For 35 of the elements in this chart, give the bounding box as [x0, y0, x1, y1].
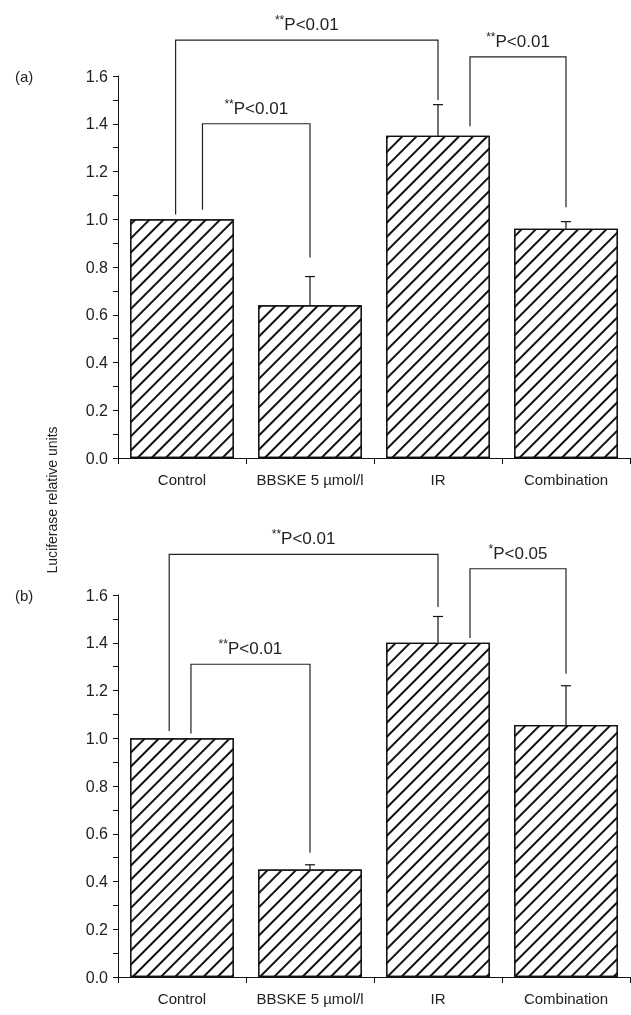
- annotation: $^{**}$P<0.01: [218, 636, 283, 660]
- text: $^{*}$P<0.05: [488, 541, 548, 564]
- y-tick-label: 0.8: [85, 777, 109, 795]
- y-tick-label: 1.2: [85, 163, 109, 180]
- x-tick-label: Combination: [523, 990, 609, 1007]
- y-tick-label: 1.4: [85, 115, 109, 133]
- x-tick-label: IR: [430, 471, 446, 488]
- text: $^{**}$P<0.01: [486, 29, 550, 52]
- y-tick-label: 1.0: [85, 210, 109, 228]
- x-tick-label: BBSKE 5 µmol/l: [256, 990, 364, 1007]
- x-tick-label: Control: [157, 990, 207, 1007]
- y-tick-label: 0.4: [85, 873, 109, 890]
- y-axis-title: Luciferase relative units: [44, 426, 60, 574]
- text: $^{**}$P<0.01: [271, 527, 336, 550]
- y-tick-label: 0.6: [85, 825, 109, 843]
- x-tick-label: IR: [430, 990, 446, 1007]
- x-tick-label: Combination: [523, 471, 609, 488]
- chart-title: (b): [15, 587, 34, 604]
- y-tick-label: 0.2: [85, 401, 109, 419]
- y-tick-label: 0.6: [85, 306, 109, 324]
- y-tick-label: 0.0: [85, 449, 109, 467]
- y-tick-label: 1.6: [85, 586, 109, 604]
- y-tick-label: 0.8: [85, 258, 109, 276]
- y-tick-label: 1.2: [85, 682, 109, 699]
- y-tick-label: 1.0: [85, 729, 109, 747]
- y-tick-label: 1.4: [85, 634, 109, 652]
- chart-title: (a): [15, 68, 34, 85]
- y-tick-label: 0.2: [85, 920, 109, 938]
- x-tick-label: BBSKE 5 µmol/l: [256, 471, 364, 488]
- y-tick-label: 1.6: [85, 67, 109, 85]
- y-tick-label: 0.0: [85, 968, 109, 986]
- y-tick-label: 0.4: [85, 354, 109, 371]
- x-tick-label: Control: [157, 471, 207, 488]
- text: $^{**}$P<0.01: [274, 12, 339, 36]
- annotation: $^{**}$P<0.01: [224, 96, 289, 119]
